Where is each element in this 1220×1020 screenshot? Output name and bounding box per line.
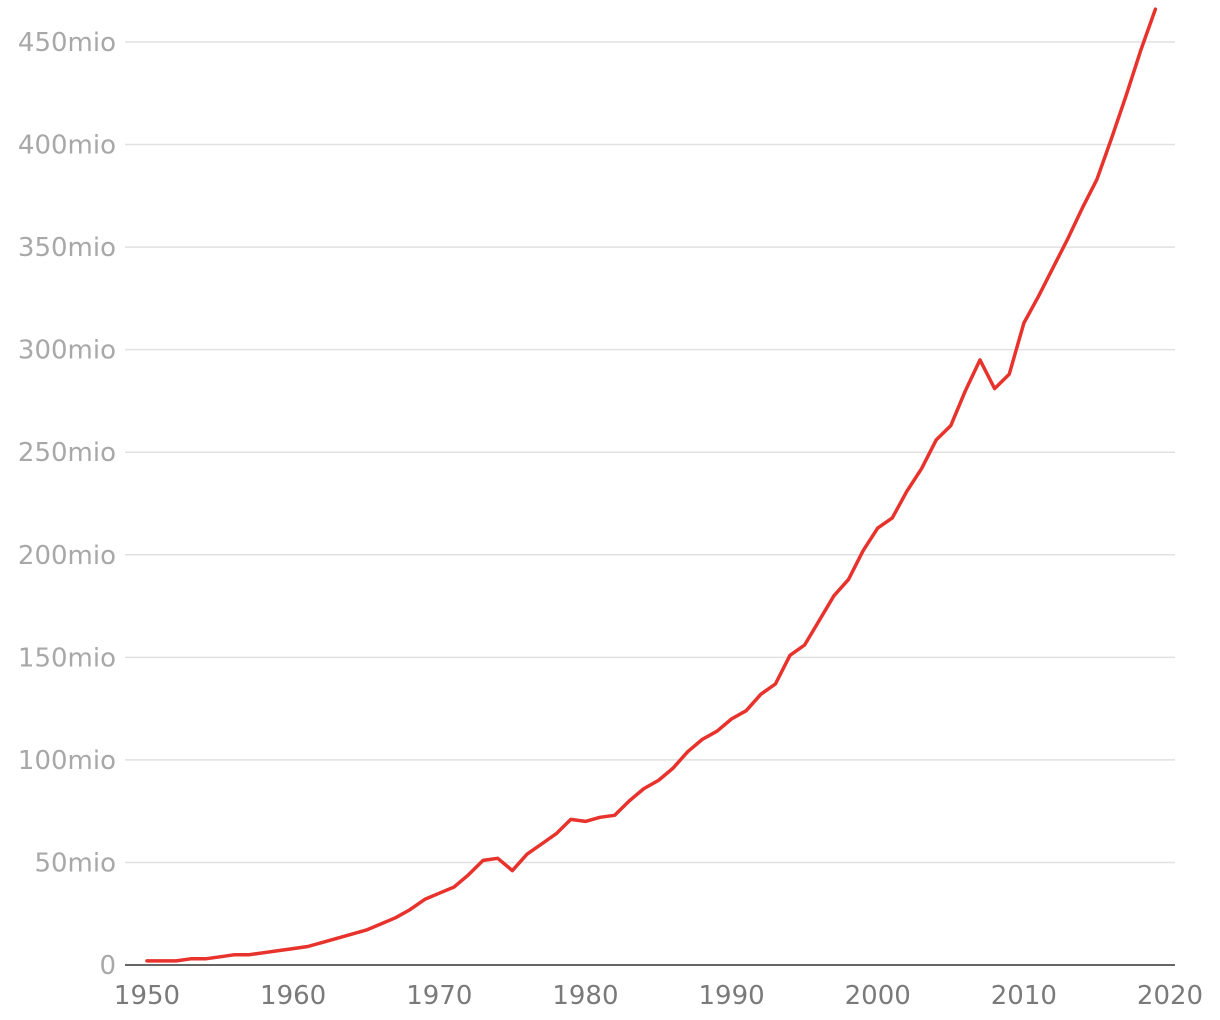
y-tick-label: 250mio: [18, 438, 116, 468]
y-tick-label: 350mio: [18, 233, 116, 263]
grid-lines: [125, 41, 1175, 864]
series-layer: [145, 7, 1158, 963]
y-tick-label: 450mio: [18, 28, 116, 58]
y-tick-label: 400mio: [18, 131, 116, 161]
y-tick-label: 200mio: [18, 541, 116, 571]
x-tick-label: 2000: [845, 981, 911, 1011]
x-tick-label: 1970: [406, 981, 472, 1011]
x-tick-label: 1960: [260, 981, 326, 1011]
x-tick-label: 1990: [698, 981, 764, 1011]
x-tick-label: 2010: [991, 981, 1057, 1011]
y-tick-label: 300mio: [18, 336, 116, 366]
x-tick-label: 1950: [114, 981, 180, 1011]
y-tick-label: 0: [99, 951, 116, 981]
x-axis-tick-labels: 1950 1960 1970 1980 1990 2000 2010 2020: [114, 981, 1203, 1011]
x-tick-label: 1980: [552, 981, 618, 1011]
y-tick-label: 50mio: [34, 848, 116, 878]
x-tick-label: 2020: [1137, 981, 1203, 1011]
series-line: [145, 7, 1158, 963]
y-axis-tick-labels: 0 50mio 100mio 150mio 200mio 250mio 300mio 350m…: [18, 28, 116, 981]
y-tick-label: 150mio: [18, 643, 116, 673]
y-tick-label: 100mio: [18, 746, 116, 776]
